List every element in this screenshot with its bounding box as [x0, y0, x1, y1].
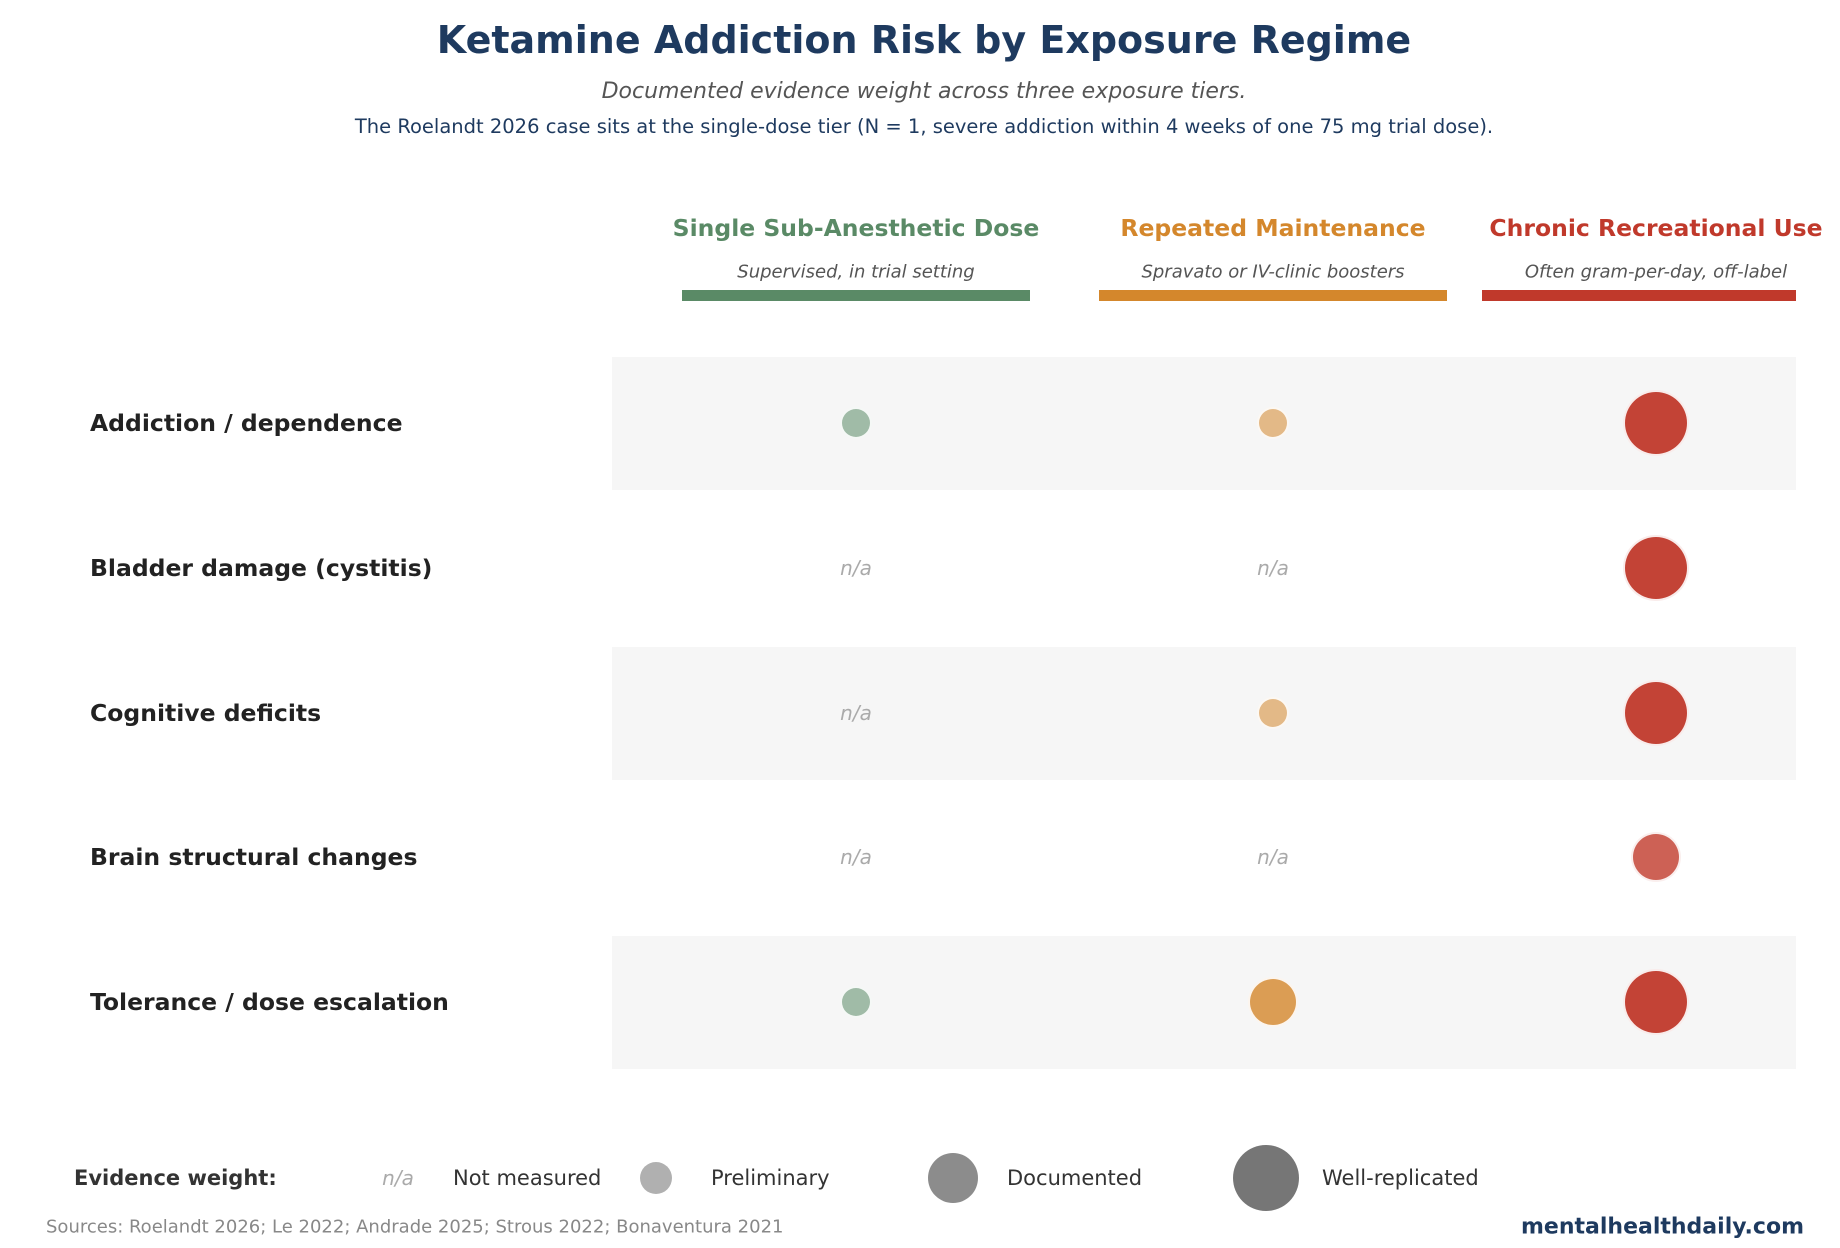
legend-dot [1233, 1145, 1299, 1211]
na-cell: n/a [1257, 556, 1289, 580]
chart-title: Ketamine Addiction Risk by Exposure Regi… [436, 18, 1412, 62]
row-band [612, 936, 1796, 1069]
column-description-0: Supervised, in trial setting [737, 261, 975, 283]
row-label: Tolerance / dose escalation [90, 988, 449, 1016]
column-description-1: Spravato or IV-clinic boosters [1141, 261, 1405, 283]
evidence-dot [840, 986, 872, 1018]
row-label: Addiction / dependence [90, 409, 403, 437]
row-band [612, 647, 1796, 780]
column-header-1: Repeated Maintenance [1120, 214, 1426, 242]
legend-dot [640, 1162, 672, 1194]
column-header-0: Single Sub-Anesthetic Dose [672, 214, 1040, 242]
legend-label: Not measured [453, 1166, 602, 1190]
row-band [612, 357, 1796, 490]
evidence-dot [1257, 697, 1289, 729]
legend-label: Preliminary [711, 1166, 830, 1190]
evidence-dot [1257, 407, 1289, 439]
evidence-dot [1623, 535, 1689, 601]
chart-subtitle: Documented evidence weight across three … [601, 79, 1247, 104]
na-cell: n/a [840, 845, 872, 869]
na-cell: n/a [840, 556, 872, 580]
na-cell: n/a [840, 701, 872, 725]
legend-label: Well-replicated [1322, 1166, 1479, 1190]
legend-na-symbol: n/a [382, 1166, 414, 1190]
evidence-dot [1623, 969, 1689, 1035]
column-header-bar-2 [1482, 290, 1796, 301]
row-label: Cognitive deficits [90, 699, 322, 727]
legend-title: Evidence weight: [74, 1166, 277, 1190]
column-header-2: Chronic Recreational Use [1489, 214, 1823, 242]
evidence-dot [1623, 390, 1689, 456]
evidence-dot [1623, 680, 1689, 746]
legend-label: Documented [1007, 1166, 1143, 1190]
column-header-bar-1 [1099, 290, 1447, 301]
evidence-dot [1631, 832, 1681, 882]
row-label: Bladder damage (cystitis) [90, 554, 433, 582]
legend-dot [928, 1153, 978, 1203]
evidence-dot [1248, 977, 1298, 1027]
column-header-bar-0 [682, 290, 1030, 301]
row-label: Brain structural changes [90, 843, 418, 871]
sources-note: Sources: Roelandt 2026; Le 2022; Andrade… [46, 1216, 784, 1238]
chart-note: The Roelandt 2026 case sits at the singl… [354, 115, 1494, 138]
na-cell: n/a [1257, 845, 1289, 869]
evidence-dot [840, 407, 872, 439]
brand-link[interactable]: mentalhealthdaily.com [1521, 1214, 1804, 1240]
column-description-2: Often gram-per-day, off-label [1524, 261, 1788, 283]
